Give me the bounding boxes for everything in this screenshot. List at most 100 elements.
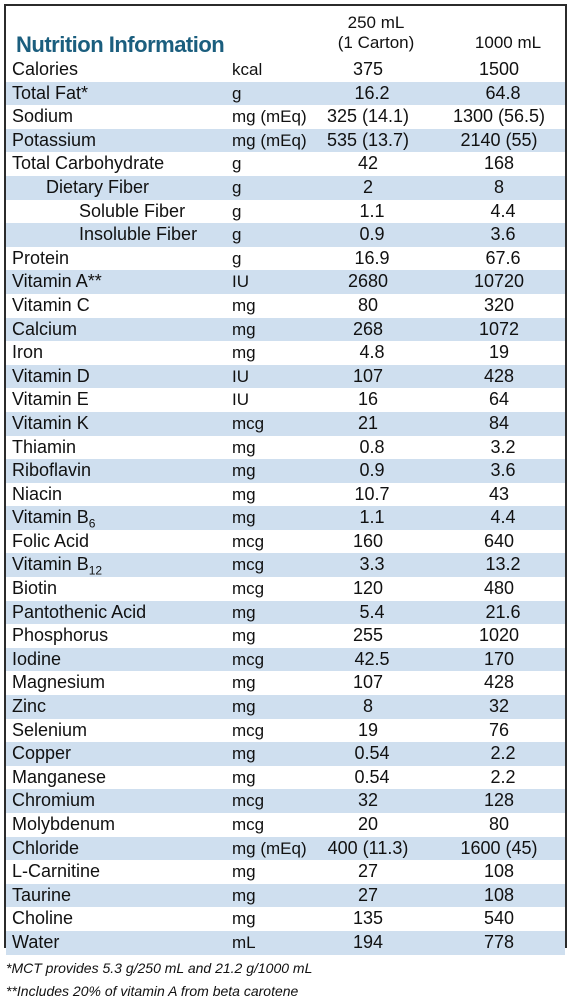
nutrient-name: Iodine <box>12 648 61 672</box>
table-row: Vitamin B6 mg 1.1 4.4 <box>6 506 565 530</box>
nutrient-unit: g <box>232 201 242 221</box>
table-row: Vitamin C mg 80 320 <box>6 294 565 318</box>
nutrient-unit: kcal <box>232 60 263 79</box>
table-row: Total Carbohydrate g 42 168 <box>6 152 565 176</box>
value-1000ml: 170 <box>483 648 515 669</box>
value-1000ml: 108 <box>483 884 515 905</box>
nutrient-name: Molybdenum <box>12 813 115 837</box>
nutrient-name: Dietary Fiber <box>46 176 149 200</box>
value-1000ml: 480 <box>483 578 515 599</box>
value-1000ml: 84 <box>488 412 510 433</box>
nutrient-name: Thiamin <box>12 436 76 460</box>
value-250ml: 19 <box>357 719 379 740</box>
table-row: Manganese mg 0.54 2.2 <box>6 766 565 790</box>
value-1000ml: 168 <box>483 153 515 174</box>
value-250ml: 0.8 <box>359 436 385 457</box>
value-250ml: 2 <box>362 176 373 197</box>
value-250ml: 4.8 <box>359 342 385 363</box>
nutrient-name-text: Thiamin <box>12 436 77 457</box>
nutrient-name-text: Chromium <box>12 790 96 811</box>
value-250ml: 10.7 <box>354 483 390 504</box>
value-1000ml: 10720 <box>473 271 525 292</box>
nutrient-unit: g <box>232 154 242 174</box>
table-row: Potassium mg (mEq) 535 (13.7) 2140 (55) <box>6 128 565 153</box>
nutrient-name-text: Chloride <box>12 837 80 858</box>
nutrient-name-subscript: 12 <box>88 564 103 579</box>
nutrient-unit: mg <box>232 437 256 457</box>
value-250ml: 268 <box>352 318 384 339</box>
table-row: Choline mg 135 540 <box>6 907 565 931</box>
nutrient-name-text: Total Fat* <box>12 82 89 103</box>
nutrient-name-text: Insoluble Fiber <box>79 224 198 245</box>
nutrient-name-text: Niacin <box>12 483 63 504</box>
nutrient-name-text: Vitamin E <box>12 389 89 410</box>
value-1000ml: 428 <box>483 672 515 693</box>
table-row: Biotin mcg 120 480 <box>6 577 565 601</box>
value-250ml: 135 <box>352 908 384 929</box>
value-250ml: 2680 <box>347 271 389 292</box>
nutrient-name: Protein <box>12 247 69 271</box>
footnote-vitamin-a: **Includes 20% of vitamin A from beta ca… <box>6 983 299 999</box>
table-row: Calcium mg 268 1072 <box>6 317 565 342</box>
nutrient-unit: mg <box>232 909 256 929</box>
nutrient-name-text: Soluble Fiber <box>79 200 186 221</box>
nutrient-name: Sodium <box>12 105 73 129</box>
nutrient-name-text: Selenium <box>12 719 88 740</box>
nutrient-name-text: Vitamin K <box>12 412 89 433</box>
nutrient-unit: mg <box>232 673 256 693</box>
nutrient-unit: mg <box>232 508 256 528</box>
nutrient-name: Total Carbohydrate <box>12 152 164 176</box>
nutrient-unit: mg <box>232 295 256 315</box>
value-250ml: 20 <box>357 814 379 834</box>
nutrient-name-text: Phosphorus <box>12 625 109 646</box>
nutrient-name-text: Water <box>12 931 60 952</box>
nutrient-name-text: L-Carnitine <box>12 861 101 882</box>
value-250ml: 42.5 <box>354 648 390 669</box>
nutrient-name-subscript: 6 <box>88 516 96 531</box>
table-row: Copper mg 0.54 2.2 <box>6 742 565 766</box>
nutrient-unit: mg <box>232 697 256 717</box>
nutrient-unit: g <box>232 248 242 268</box>
nutrient-name: Taurine <box>12 884 71 908</box>
nutrition-panel: Nutrition Information 250 mL (1 Carton) … <box>4 4 567 955</box>
table-row: Vitamin A** IU 2680 10720 <box>6 270 565 294</box>
nutrient-unit: mg <box>232 319 256 339</box>
nutrient-unit: mcg <box>232 413 265 433</box>
nutrient-name: Vitamin B6 <box>12 506 95 530</box>
nutrient-name-text: Folic Acid <box>12 530 90 551</box>
table-row: Folic Acid mcg 160 640 <box>6 530 565 554</box>
value-1000ml: 778 <box>483 931 515 952</box>
value-1000ml: 19 <box>488 342 510 363</box>
nutrient-name: Pantothenic Acid <box>12 601 146 625</box>
table-row: Dietary Fiber g 2 8 <box>6 175 565 200</box>
nutrient-name: Total Fat* <box>12 82 88 106</box>
nutrient-name-text: Vitamin D <box>12 365 90 386</box>
nutrient-name: Vitamin K <box>12 412 89 436</box>
value-250ml: 194 <box>352 931 384 952</box>
nutrient-name: Manganese <box>12 766 106 790</box>
nutrient-name: Folic Acid <box>12 530 89 554</box>
table-row: Vitamin K mcg 21 84 <box>6 411 565 436</box>
value-1000ml: 80 <box>488 814 510 834</box>
nutrient-name: Iron <box>12 341 43 365</box>
nutrient-name-text: Riboflavin <box>12 460 92 481</box>
nutrient-unit: mg <box>232 343 256 363</box>
value-1000ml: 540 <box>483 908 515 929</box>
value-250ml: 1.1 <box>359 507 385 528</box>
table-row: Total Fat* g 16.2 64.8 <box>6 81 565 106</box>
nutrient-name: Choline <box>12 907 73 931</box>
value-250ml: 0.9 <box>359 460 385 481</box>
nutrient-unit: mg <box>232 626 256 646</box>
value-250ml: 400 (11.3) <box>327 837 409 858</box>
value-250ml: 325 (14.1) <box>326 106 410 127</box>
nutrient-name: Chloride <box>12 837 79 861</box>
value-1000ml: 4.4 <box>490 507 516 528</box>
nutrient-name: Selenium <box>12 719 87 743</box>
nutrient-name-text: Copper <box>12 743 72 764</box>
nutrient-name-text: Pantothenic Acid <box>12 601 147 622</box>
nutrient-unit: g <box>232 177 242 197</box>
nutrient-unit: mcg <box>232 579 265 599</box>
value-1000ml: 4.4 <box>490 200 516 221</box>
nutrient-unit: mcg <box>232 649 265 669</box>
value-1000ml: 43 <box>488 483 510 504</box>
